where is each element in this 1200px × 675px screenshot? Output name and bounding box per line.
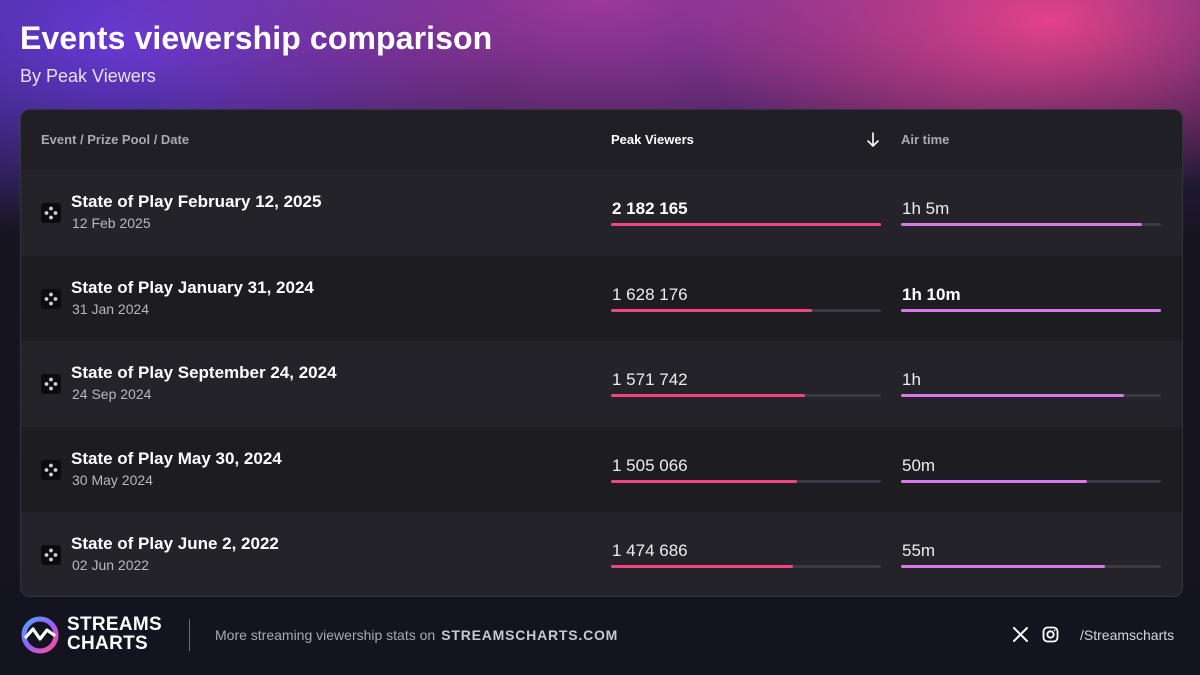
air-time-bar-track [901, 565, 1161, 569]
column-header-peak-viewers[interactable]: Peak Viewers [611, 132, 694, 147]
peak-viewers-value: 1 474 686 [612, 541, 688, 561]
peak-viewers-bar-track [611, 479, 881, 483]
air-time-value: 1h 10m [902, 284, 961, 304]
playstation-icon [41, 288, 61, 309]
playstation-icon [41, 459, 61, 480]
streamscharts-logo-icon [21, 616, 59, 654]
air-time-bar-track [901, 223, 1161, 226]
air-time-value: 50m [902, 455, 936, 475]
peak-viewers-value: 1 628 176 [612, 284, 688, 304]
air-time-value: 1h [902, 370, 921, 390]
event-name[interactable]: State of Play May 30, 2024 [71, 448, 282, 468]
column-header-event[interactable]: Event / Prize Pool / Date [41, 132, 190, 147]
air-time-bar [901, 308, 1161, 312]
table-row[interactable]: State of Play May 30, 2024 30 May 2024 1 5… [21, 426, 1182, 513]
air-time-bar [901, 394, 1124, 398]
table-row[interactable]: State of Play January 31, 2024 31 Jan 202… [21, 255, 1182, 342]
table-row[interactable]: State of Play June 2, 2022 02 Jun 2022 1 4… [21, 512, 1182, 596]
air-time-bar-track [901, 308, 1161, 312]
arrow-down-icon[interactable] [865, 131, 881, 149]
air-time-bar-track [901, 394, 1161, 398]
event-name[interactable]: State of Play September 24, 2024 [71, 363, 337, 383]
footer-divider [189, 619, 190, 651]
air-time-bar [901, 223, 1143, 226]
peak-viewers-bar [611, 479, 798, 483]
peak-viewers-bar-track [611, 394, 881, 398]
peak-viewers-bar [611, 308, 813, 312]
air-time-bar [901, 479, 1087, 483]
page-title: Events viewership comparison [20, 20, 493, 56]
table-header: Event / Prize Pool / Date Peak Viewers A… [21, 110, 1182, 170]
playstation-icon [41, 203, 61, 223]
peak-viewers-bar-track [611, 565, 881, 569]
site-link[interactable]: STREAMSCHARTS.COM [441, 627, 619, 643]
event-date: 12 Feb 2025 [72, 215, 151, 231]
footer: STREAMS CHARTS More streaming viewership… [0, 610, 1200, 660]
table-row[interactable]: State of Play September 24, 2024 24 Sep 2… [21, 341, 1182, 427]
peak-viewers-value: 2 182 165 [612, 199, 688, 218]
instagram-icon[interactable] [1042, 626, 1059, 643]
column-header-air-time[interactable]: Air time [901, 132, 950, 147]
air-time-bar-track [901, 479, 1161, 483]
event-date: 02 Jun 2022 [72, 557, 150, 574]
table-body: State of Play February 12, 2025 12 Feb 20… [21, 170, 1182, 596]
air-time-value: 1h 5m [902, 199, 950, 218]
social-handle[interactable]: /Streamscharts [1080, 627, 1175, 643]
air-time-bar [901, 565, 1106, 569]
table-row[interactable]: State of Play February 12, 2025 12 Feb 20… [21, 170, 1182, 256]
event-date: 31 Jan 2024 [72, 300, 150, 317]
event-name[interactable]: State of Play January 31, 2024 [71, 277, 314, 297]
peak-viewers-bar-track [611, 223, 881, 226]
x-icon[interactable] [1012, 626, 1029, 643]
footer-tagline: More streaming viewership stats on STREAM… [215, 627, 619, 643]
playstation-icon [41, 374, 61, 395]
peak-viewers-bar [611, 394, 806, 398]
peak-viewers-bar [611, 565, 794, 569]
event-name[interactable]: State of Play February 12, 2025 [71, 192, 322, 211]
peak-viewers-bar-track [611, 308, 881, 312]
brand-name: STREAMS CHARTS [67, 614, 162, 654]
peak-viewers-bar [611, 223, 881, 226]
event-date: 30 May 2024 [72, 471, 153, 488]
event-name[interactable]: State of Play June 2, 2022 [71, 534, 279, 554]
event-date: 24 Sep 2024 [72, 386, 152, 403]
playstation-icon [41, 545, 61, 566]
peak-viewers-value: 1 505 066 [612, 455, 688, 475]
comparison-table: Event / Prize Pool / Date Peak Viewers A… [20, 109, 1183, 597]
air-time-value: 55m [902, 541, 936, 561]
page-subtitle: By Peak Viewers [20, 66, 156, 86]
peak-viewers-value: 1 571 742 [612, 370, 688, 390]
